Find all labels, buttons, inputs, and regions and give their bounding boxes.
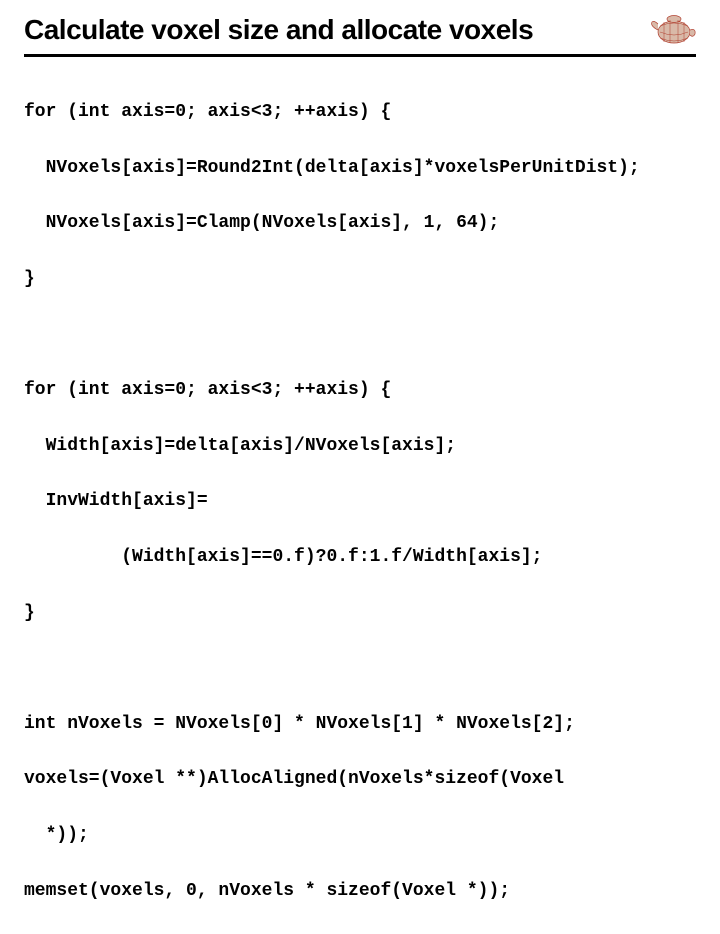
code-line: } [24, 600, 696, 628]
blank-line [24, 656, 696, 683]
code-line: for (int axis=0; axis<3; ++axis) { [24, 377, 696, 405]
code-line: Width[axis]=delta[axis]/NVoxels[axis]; [24, 433, 696, 461]
code-line: NVoxels[axis]=Clamp(NVoxels[axis], 1, 64… [24, 210, 696, 238]
code-line: (Width[axis]==0.f)?0.f:1.f/Width[axis]; [24, 544, 696, 572]
code-line: } [24, 266, 696, 294]
code-line: *)); [24, 822, 696, 850]
code-line: voxels=(Voxel **)AllocAligned(nVoxels*si… [24, 766, 696, 794]
code-line: int nVoxels = NVoxels[0] * NVoxels[1] * … [24, 711, 696, 739]
blank-line [24, 322, 696, 349]
code-line: for (int axis=0; axis<3; ++axis) { [24, 99, 696, 127]
code-line: memset(voxels, 0, nVoxels * sizeof(Voxel… [24, 878, 696, 906]
teapot-logo [646, 8, 698, 53]
title-row: Calculate voxel size and allocate voxels [0, 0, 720, 54]
page-title: Calculate voxel size and allocate voxels [24, 14, 533, 46]
code-block: for (int axis=0; axis<3; ++axis) { NVoxe… [0, 71, 720, 934]
title-divider [24, 54, 696, 57]
code-line: NVoxels[axis]=Round2Int(delta[axis]*voxe… [24, 155, 696, 183]
code-line: InvWidth[axis]= [24, 488, 696, 516]
